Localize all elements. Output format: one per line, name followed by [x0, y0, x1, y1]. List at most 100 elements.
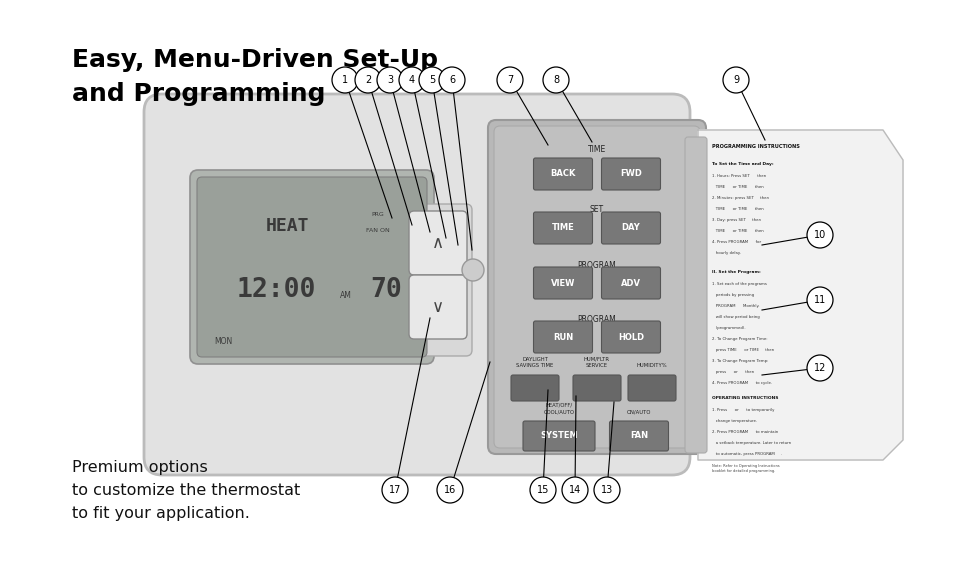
Text: To Set the Time and Day:: To Set the Time and Day:: [711, 162, 773, 166]
Text: 6: 6: [449, 75, 455, 85]
Text: Premium options
to customize the thermostat
to fit your application.: Premium options to customize the thermos…: [71, 460, 300, 521]
Circle shape: [806, 222, 832, 248]
Text: SYSTEM: SYSTEM: [539, 432, 578, 440]
Text: 1. Hours: Press SET      then: 1. Hours: Press SET then: [711, 174, 765, 178]
Circle shape: [461, 259, 483, 281]
FancyBboxPatch shape: [601, 212, 659, 244]
Text: 8: 8: [553, 75, 558, 85]
Text: AM: AM: [339, 292, 352, 300]
FancyBboxPatch shape: [196, 177, 427, 357]
FancyBboxPatch shape: [144, 94, 689, 475]
Text: RUN: RUN: [553, 332, 573, 342]
Text: 10: 10: [813, 230, 825, 240]
Text: PROGRAM: PROGRAM: [577, 260, 616, 270]
FancyBboxPatch shape: [488, 120, 705, 454]
Text: FWD: FWD: [619, 169, 641, 179]
Circle shape: [376, 67, 402, 93]
Text: 7: 7: [506, 75, 513, 85]
Text: TIME      or TIME      then: TIME or TIME then: [711, 185, 763, 189]
Text: HUM/FLTR
SERVICE: HUM/FLTR SERVICE: [583, 357, 609, 368]
Text: II. Set the Program:: II. Set the Program:: [711, 270, 760, 274]
Text: 2: 2: [364, 75, 371, 85]
Text: 70: 70: [370, 277, 401, 303]
Text: periods by pressing: periods by pressing: [711, 293, 753, 297]
Text: press TIME      or TIME     then: press TIME or TIME then: [711, 348, 773, 352]
Text: VIEW: VIEW: [550, 278, 575, 288]
Text: PROGRAM      Monthly.: PROGRAM Monthly.: [711, 304, 759, 308]
Text: OPERATING INSTRUCTIONS: OPERATING INSTRUCTIONS: [711, 396, 778, 400]
FancyBboxPatch shape: [684, 137, 706, 453]
Circle shape: [497, 67, 522, 93]
FancyBboxPatch shape: [522, 421, 595, 451]
Text: PROGRAM: PROGRAM: [577, 314, 616, 324]
Text: (programmed).: (programmed).: [711, 326, 745, 330]
Text: 5: 5: [429, 75, 435, 85]
Text: 4. Press PROGRAM      for: 4. Press PROGRAM for: [711, 240, 760, 244]
Text: ∨: ∨: [432, 298, 443, 316]
Text: 3: 3: [387, 75, 393, 85]
Text: SET: SET: [589, 205, 603, 215]
Text: will show period being: will show period being: [711, 315, 759, 319]
Text: a setback temperature. Later to return: a setback temperature. Later to return: [711, 441, 790, 445]
FancyBboxPatch shape: [190, 170, 434, 364]
FancyBboxPatch shape: [409, 275, 467, 339]
Circle shape: [436, 477, 462, 503]
Circle shape: [398, 67, 424, 93]
FancyBboxPatch shape: [609, 421, 668, 451]
Circle shape: [542, 67, 568, 93]
Text: HOLD: HOLD: [618, 332, 643, 342]
Text: HEAT/OFF/
COOL/AUTO: HEAT/OFF/ COOL/AUTO: [543, 403, 574, 414]
FancyBboxPatch shape: [573, 375, 620, 401]
Text: change temperature.: change temperature.: [711, 419, 757, 423]
Text: 4: 4: [409, 75, 415, 85]
Circle shape: [438, 67, 464, 93]
FancyBboxPatch shape: [533, 267, 592, 299]
FancyBboxPatch shape: [601, 321, 659, 353]
Text: TIME      or TIME      then: TIME or TIME then: [711, 207, 763, 211]
Text: 1. Set each of the programs: 1. Set each of the programs: [711, 282, 766, 286]
Text: ∧: ∧: [432, 234, 443, 252]
Text: ON/AUTO: ON/AUTO: [626, 409, 651, 414]
Text: Note: Refer to Operating Instructions
booklet for detailed programming.: Note: Refer to Operating Instructions bo…: [711, 464, 779, 473]
Circle shape: [561, 477, 587, 503]
Polygon shape: [698, 130, 902, 460]
Text: 16: 16: [443, 485, 456, 495]
Text: MON: MON: [213, 338, 232, 346]
FancyBboxPatch shape: [511, 375, 558, 401]
Text: and Programming: and Programming: [71, 82, 325, 106]
Circle shape: [594, 477, 619, 503]
Text: 1. Press      or      to temporarily: 1. Press or to temporarily: [711, 408, 774, 412]
Text: 9: 9: [732, 75, 739, 85]
Text: 1: 1: [341, 75, 348, 85]
Text: 11: 11: [813, 295, 825, 305]
Text: 2. To Change Program Time:: 2. To Change Program Time:: [711, 337, 767, 341]
Text: FAN ON: FAN ON: [366, 227, 390, 233]
Text: TIME      or TIME      then: TIME or TIME then: [711, 229, 763, 233]
FancyBboxPatch shape: [533, 321, 592, 353]
Text: TIME: TIME: [587, 146, 605, 154]
Text: to automatic, press PROGRAM     .: to automatic, press PROGRAM .: [711, 452, 781, 456]
Text: PROGRAMMING INSTRUCTIONS: PROGRAMMING INSTRUCTIONS: [711, 144, 799, 149]
FancyBboxPatch shape: [601, 267, 659, 299]
Circle shape: [530, 477, 556, 503]
Text: 14: 14: [568, 485, 580, 495]
Text: Easy, Menu-Driven Set-Up: Easy, Menu-Driven Set-Up: [71, 48, 437, 72]
Text: TIME: TIME: [551, 223, 574, 233]
Text: 12:00: 12:00: [236, 277, 315, 303]
Text: 3. Day: press SET     then: 3. Day: press SET then: [711, 218, 760, 222]
Text: DAYLIGHT
SAVINGS TIME: DAYLIGHT SAVINGS TIME: [516, 357, 553, 368]
Text: HEAT: HEAT: [266, 217, 310, 235]
Text: 13: 13: [600, 485, 613, 495]
Text: HUMIDITY%: HUMIDITY%: [636, 363, 666, 368]
FancyBboxPatch shape: [494, 126, 700, 448]
Text: 3. To Change Program Temp:: 3. To Change Program Temp:: [711, 359, 767, 363]
Text: ADV: ADV: [620, 278, 640, 288]
Text: DAY: DAY: [621, 223, 639, 233]
Circle shape: [806, 287, 832, 313]
Text: 17: 17: [389, 485, 401, 495]
Circle shape: [418, 67, 444, 93]
Text: press      or      then: press or then: [711, 370, 753, 374]
Text: 15: 15: [537, 485, 549, 495]
Circle shape: [722, 67, 748, 93]
FancyBboxPatch shape: [409, 211, 467, 275]
